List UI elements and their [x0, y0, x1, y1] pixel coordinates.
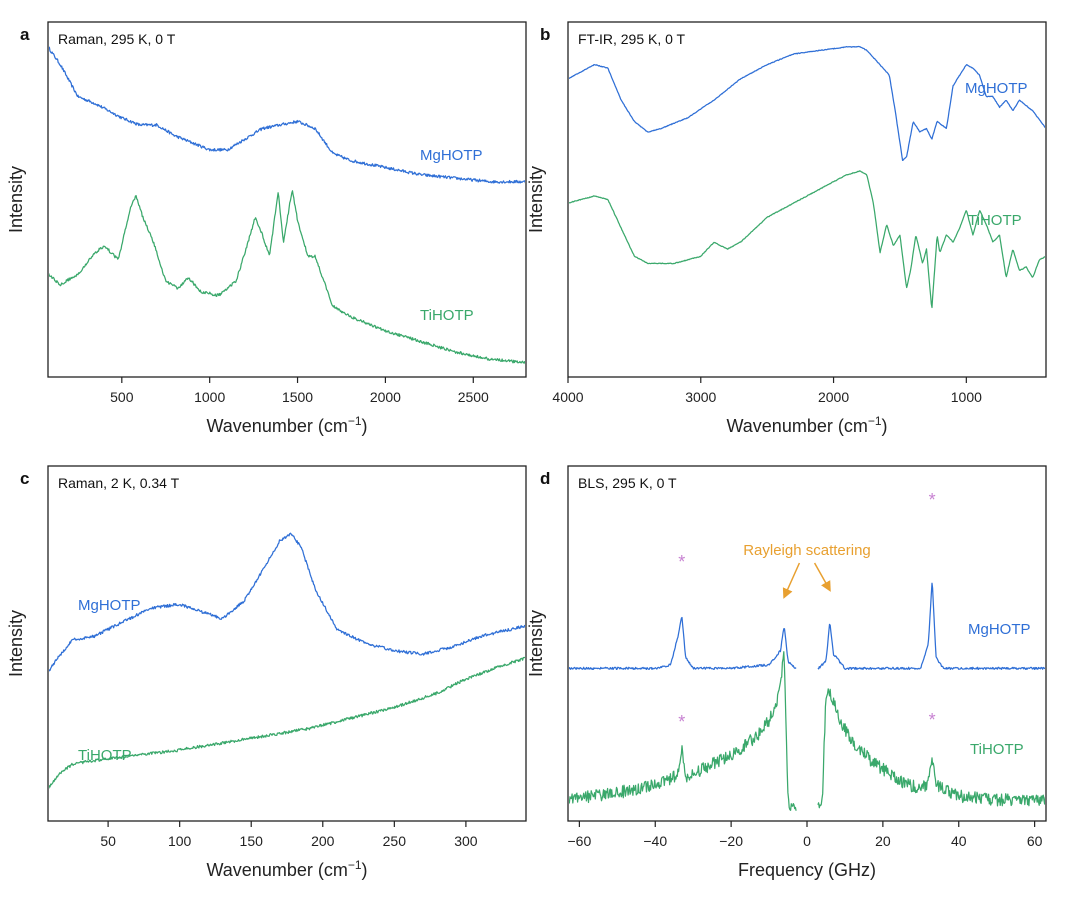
panel-label: d [540, 469, 550, 488]
x-axis-label: Wavenumber (cm−1) [726, 414, 887, 436]
y-axis-label: Intensity [6, 610, 26, 677]
x-axis-label: Frequency (GHz) [738, 860, 876, 880]
panel-condition: BLS, 295 K, 0 T [578, 475, 677, 491]
series-line-mghotp [569, 582, 1045, 671]
star-marker: * [929, 710, 936, 730]
star-marker: * [678, 712, 685, 732]
plot-frame [47, 465, 527, 822]
panel-d: d BLS, 295 K, 0 T −60 −40 −20 0 20 40 60 Frequenc… [526, 465, 1047, 880]
series-line-tihotp [569, 170, 1045, 309]
panel-label: a [20, 25, 30, 44]
x-tick-label: 4000 [552, 389, 583, 405]
x-tick-label: 150 [240, 833, 264, 849]
series-line-tihotp [49, 656, 525, 790]
y-axis-label: Intensity [526, 166, 546, 233]
x-tick-label: 60 [1027, 833, 1043, 849]
x-tick-label: −60 [568, 833, 592, 849]
y-axis-label: Intensity [6, 166, 26, 233]
x-tick-label: 300 [454, 833, 478, 849]
panel-b: b FT-IR, 295 K, 0 T 4000 3000 2000 1000 Wavenu… [526, 21, 1047, 436]
series-label-mghotp: MgHOTP [78, 597, 141, 614]
star-marker: * [678, 552, 685, 572]
star-marker: * [929, 490, 936, 510]
x-tick-label: 1000 [951, 389, 982, 405]
x-tick-label: −20 [719, 833, 743, 849]
series-line-tihotp [49, 190, 525, 365]
x-tick-label: 2000 [370, 389, 401, 405]
arrow-left [782, 562, 801, 599]
series-label-tihotp: TiHOTP [420, 307, 474, 324]
panel-a: a Raman, 295 K, 0 T 500 1000 1500 2000 2500 Wav… [6, 21, 527, 436]
series-label-tihotp: TiHOTP [968, 212, 1022, 229]
x-tick-label: 0 [803, 833, 811, 849]
series-label-tihotp: TiHOTP [970, 741, 1024, 758]
panel-condition: Raman, 295 K, 0 T [58, 31, 176, 47]
x-axis-label: Wavenumber (cm−1) [206, 858, 367, 880]
series-line-mghotp [569, 45, 1045, 162]
panel-label: c [20, 469, 29, 488]
series-label-mghotp: MgHOTP [968, 621, 1031, 638]
panel-c: c Raman, 2 K, 0.34 T 50 100 150 200 250 300 Wave… [6, 465, 527, 880]
x-tick-label: 3000 [685, 389, 716, 405]
x-tick-label: 200 [311, 833, 335, 849]
x-tick-label: 250 [383, 833, 407, 849]
x-tick-label: 20 [875, 833, 891, 849]
x-tick-label: 2500 [458, 389, 489, 405]
x-tick-label: 100 [168, 833, 192, 849]
plot-frame [567, 21, 1047, 378]
series-line-mghotp [49, 532, 525, 673]
series-line-tihotp [569, 651, 1045, 811]
x-tick-label: 2000 [818, 389, 849, 405]
x-tick-label: 50 [100, 833, 116, 849]
x-tick-label: 1000 [194, 389, 225, 405]
rayleigh-annotation: Rayleigh scattering [743, 542, 871, 559]
x-tick-label: 1500 [282, 389, 313, 405]
panel-label: b [540, 25, 550, 44]
panel-condition: FT-IR, 295 K, 0 T [578, 31, 686, 47]
arrow-right [813, 562, 831, 592]
x-tick-label: −40 [643, 833, 667, 849]
plot-frame [567, 465, 1047, 822]
x-tick-label: 40 [951, 833, 967, 849]
panel-condition: Raman, 2 K, 0.34 T [58, 475, 180, 491]
series-label-tihotp: TiHOTP [78, 747, 132, 764]
series-line-mghotp [49, 46, 525, 184]
series-label-mghotp: MgHOTP [420, 147, 483, 164]
plot-frame [47, 21, 527, 378]
x-axis-label: Wavenumber (cm−1) [206, 414, 367, 436]
y-axis-label: Intensity [526, 610, 546, 677]
x-tick-label: 500 [110, 389, 134, 405]
series-label-mghotp: MgHOTP [965, 80, 1028, 97]
